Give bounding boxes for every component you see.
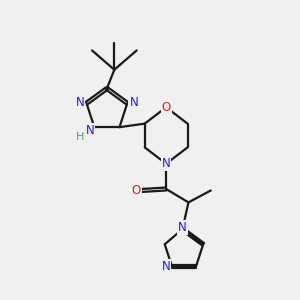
Text: N: N [129, 96, 138, 109]
Text: H: H [76, 132, 84, 142]
Text: N: N [85, 124, 94, 137]
Text: N: N [162, 157, 170, 170]
Text: O: O [132, 184, 141, 197]
Text: N: N [162, 260, 170, 273]
Text: N: N [178, 221, 187, 234]
Text: O: O [161, 101, 171, 114]
Text: N: N [76, 96, 84, 109]
